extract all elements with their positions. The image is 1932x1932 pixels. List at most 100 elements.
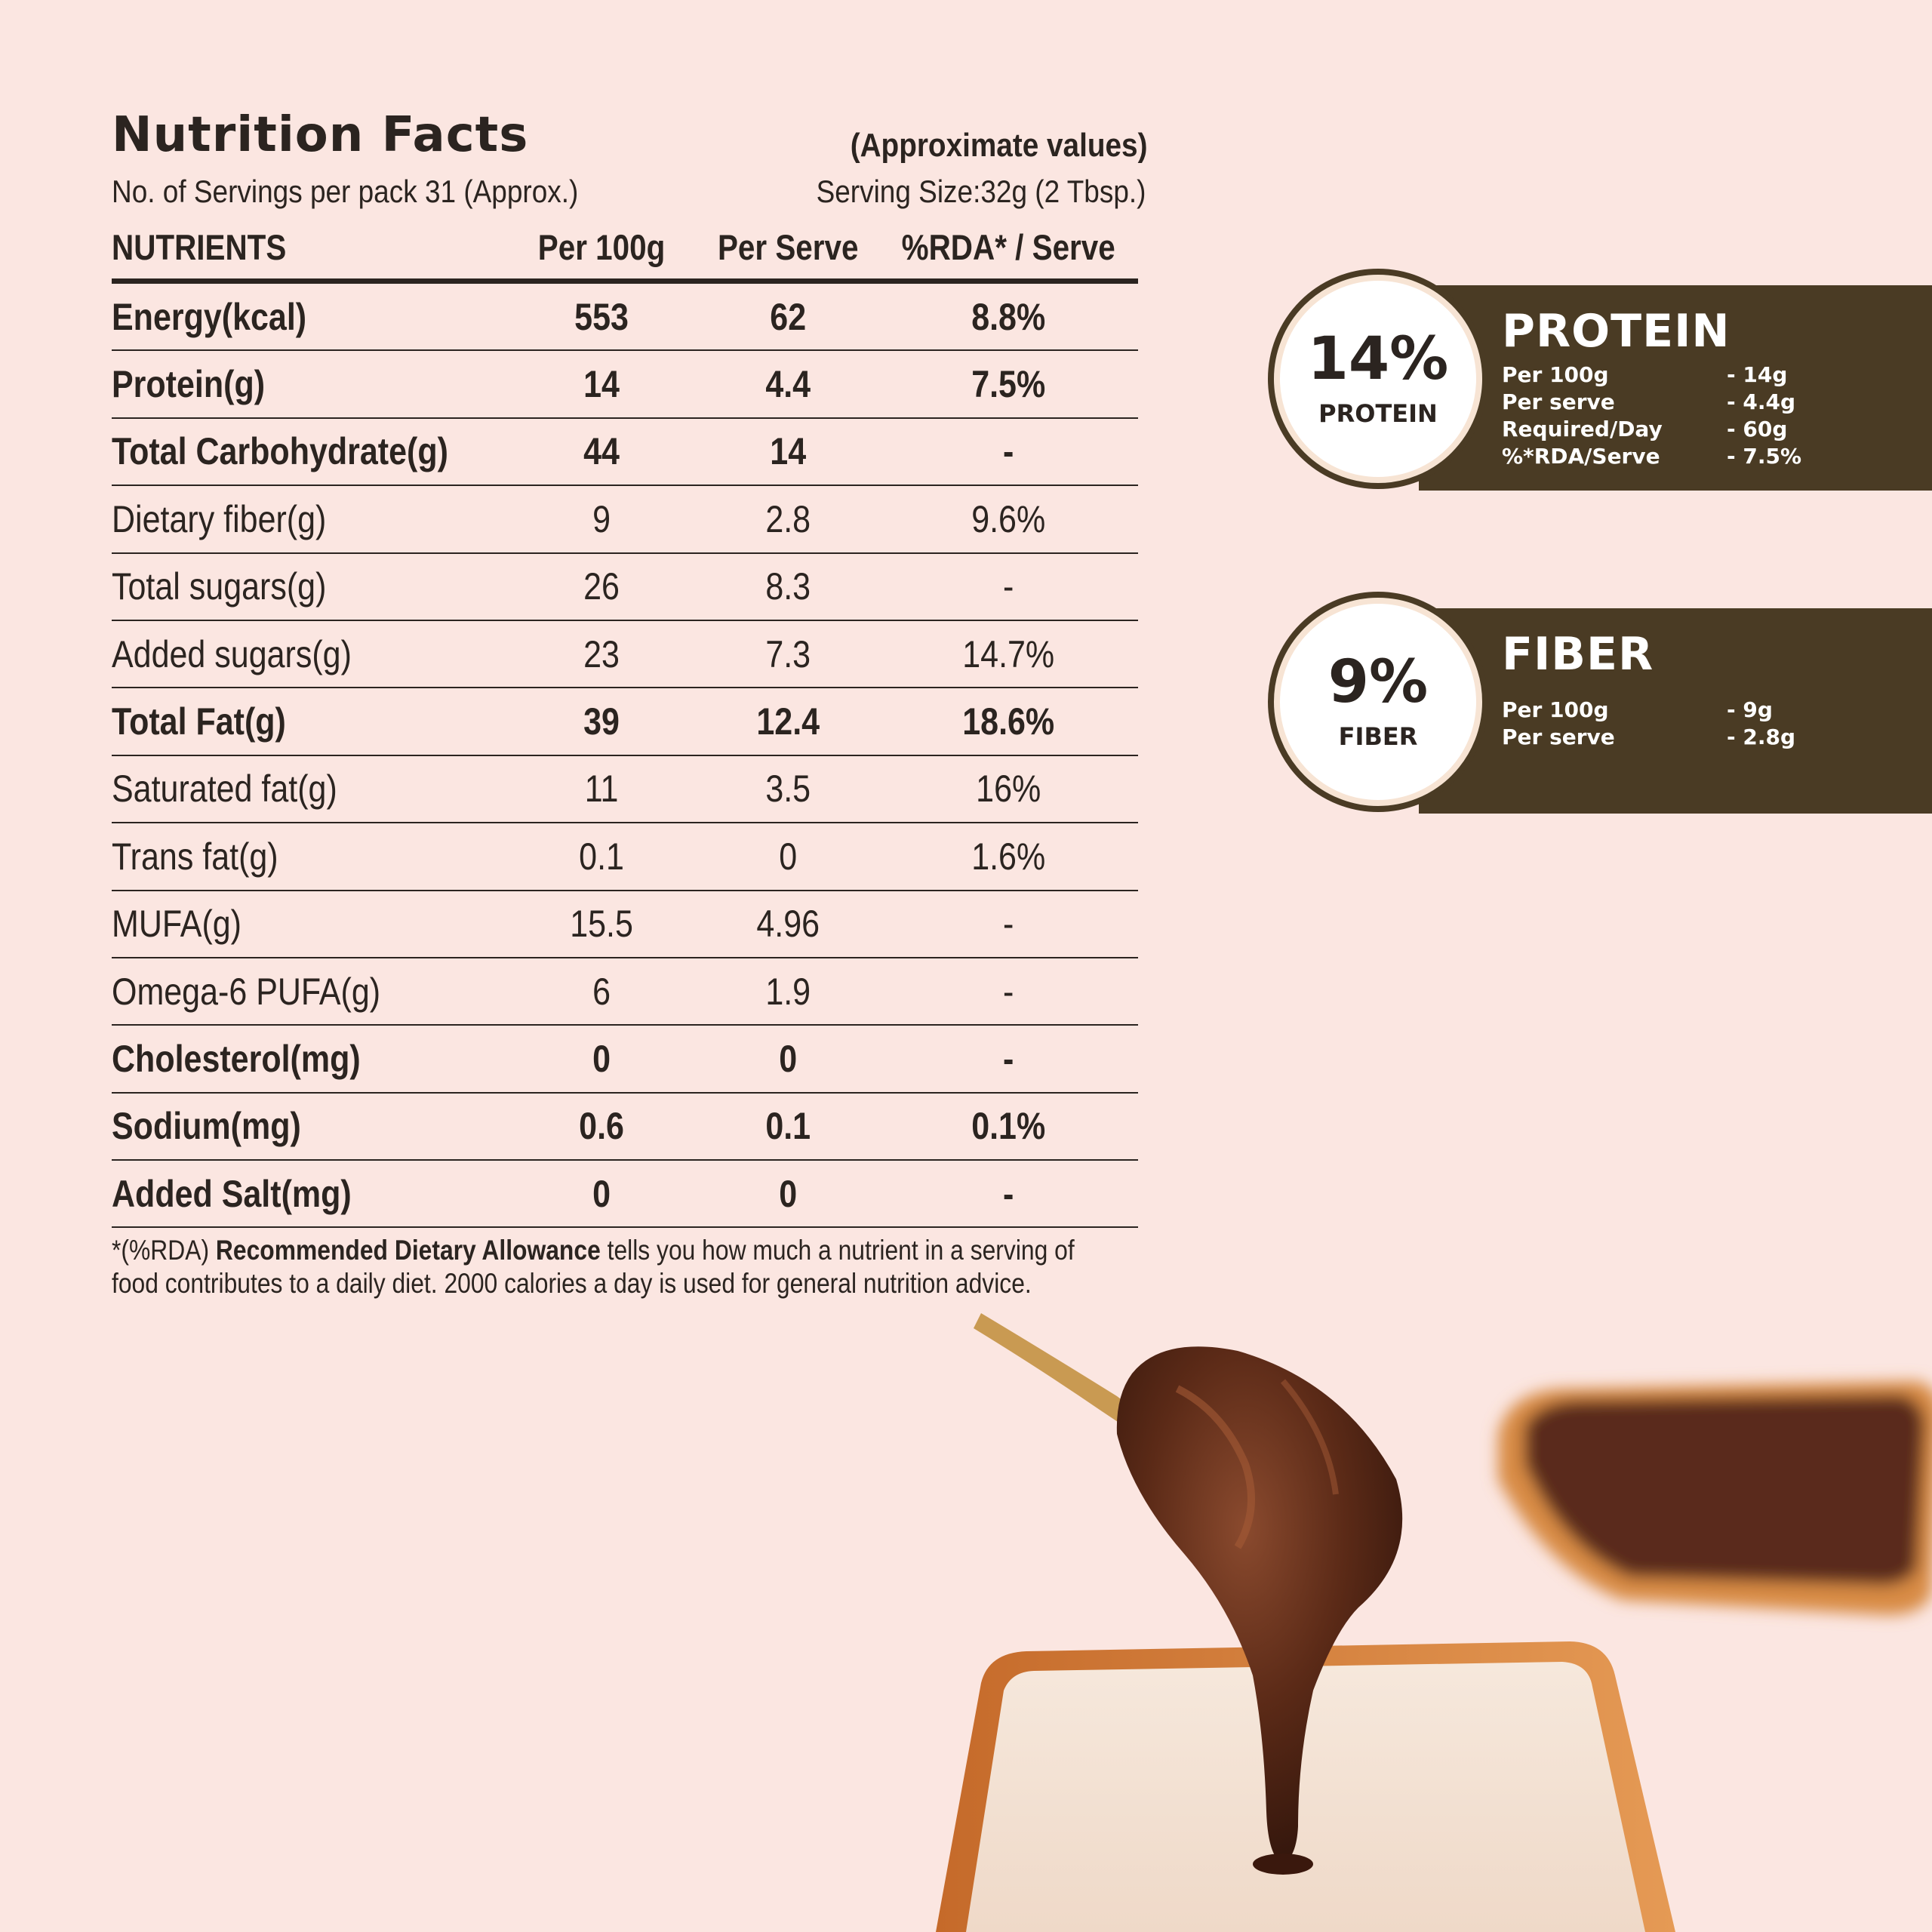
per-100g-value: 0.6 (579, 1105, 624, 1148)
header-per-serve: Per Serve (718, 227, 859, 267)
rda-value: - (1002, 430, 1014, 473)
footnote-bold: Recommended Dietary Allowance (215, 1235, 601, 1266)
bread-slice (936, 1641, 1675, 1932)
rda-value: 0.1% (971, 1105, 1045, 1148)
protein-value: - 4.4g (1727, 389, 1796, 414)
nutrient-name: Cholesterol(mg) (112, 1037, 361, 1080)
nutrient-name: Total Carbohydrate(g) (112, 430, 448, 473)
per-serve-value: 1.9 (765, 970, 811, 1013)
per-100g-value: 39 (583, 700, 620, 743)
rda-value: 8.8% (971, 295, 1045, 338)
rda-value: 1.6% (971, 835, 1045, 878)
header-per-100g: Per 100g (537, 227, 666, 267)
per-100g-value: 11 (584, 768, 619, 811)
nutrient-name: Dietary fiber(g) (112, 497, 327, 540)
servings-per-pack: No. of Servings per pack 31 (Approx.) (112, 174, 579, 209)
nutrient-name: Saturated fat(g) (112, 768, 337, 811)
per-serve-value: 0 (779, 1037, 798, 1080)
nutrition-table: NUTRIENTS Per 100g Per Serve %RDA* / Ser… (112, 216, 1138, 1229)
table-header: NUTRIENTS Per 100g Per Serve %RDA* / Ser… (112, 216, 1138, 284)
per-serve-value: 0.1 (765, 1105, 811, 1148)
per-serve-value: 4.4 (765, 363, 811, 406)
nutrient-name: MUFA(g) (112, 903, 242, 946)
protein-percent: 14% (1307, 325, 1449, 393)
nutrient-name: Trans fat(g) (112, 835, 278, 878)
nutrient-name: Sodium(mg) (112, 1105, 301, 1148)
serving-size: Serving Size:32g (2 Tbsp.) (816, 174, 1146, 209)
per-100g-value: 553 (574, 295, 629, 338)
fiber-heading: FIBER (1502, 628, 1654, 681)
rda-value: - (1002, 1172, 1014, 1215)
table-row: Dietary fiber(g) 9 2.8 9.6% (112, 486, 1138, 554)
protein-key: Required/Day (1502, 417, 1663, 441)
fiber-value: - 9g (1727, 697, 1773, 722)
table-row: Total Carbohydrate(g) 44 14 - (112, 419, 1138, 487)
approximate-values-note: (Approximate values) (850, 127, 1147, 164)
per-100g-value: 0 (592, 1172, 611, 1215)
per-serve-value: 62 (770, 295, 807, 338)
per-100g-value: 14 (583, 363, 620, 406)
per-100g-value: 26 (583, 565, 620, 608)
rda-value: 16% (975, 768, 1041, 811)
protein-label: PROTEIN (1318, 399, 1438, 428)
fiber-band: FIBER Per 100g - 9g Per serve - 2.8g (1419, 608, 1932, 814)
table-row: Energy(kcal) 553 62 8.8% (112, 284, 1138, 352)
fiber-percent: 9% (1327, 648, 1429, 716)
nutrient-name: Total Fat(g) (112, 700, 286, 743)
nutrient-name: Added Salt(mg) (112, 1172, 352, 1215)
per-serve-value: 0 (779, 1172, 798, 1215)
rda-value: - (1002, 903, 1014, 946)
nutrient-name: Total sugars(g) (112, 565, 327, 608)
fiber-key: Per 100g (1502, 697, 1609, 722)
per-serve-value: 8.3 (765, 565, 811, 608)
protein-badge: PROTEIN Per 100g - 14g Per serve - 4.4g Re… (1268, 269, 1932, 495)
per-100g-value: 15.5 (570, 903, 633, 946)
protein-value: - 60g (1727, 417, 1788, 441)
chocolate-drip (1116, 1346, 1403, 1875)
nutrition-facts-title: Nutrition Facts (112, 107, 529, 163)
toast-blurred (1498, 1381, 1932, 1615)
per-100g-value: 9 (592, 497, 611, 540)
table-row: Omega-6 PUFA(g) 6 1.9 - (112, 958, 1138, 1026)
footnote-text: tells you how much a nutrient in a servi… (112, 1235, 1075, 1299)
rda-value: 18.6% (961, 700, 1054, 743)
table-body: Energy(kcal) 553 62 8.8% Protein(g) 14 4.4 7.5%… (112, 284, 1138, 1229)
per-serve-value: 4.96 (756, 903, 820, 946)
fiber-badge: FIBER Per 100g - 9g Per serve - 2.8g 9% FI… (1268, 592, 1932, 818)
per-serve-value: 12.4 (756, 700, 820, 743)
header-rda-serve: %RDA* / Serve (901, 227, 1115, 267)
rda-value: - (1002, 565, 1014, 608)
protein-key: Per 100g (1502, 362, 1609, 387)
rda-value: - (1002, 970, 1014, 1013)
table-row: Trans fat(g) 0.1 0 1.6% (112, 823, 1138, 891)
table-row: Cholesterol(mg) 0 0 - (112, 1026, 1138, 1094)
per-serve-value: 0 (779, 835, 798, 878)
protein-value: - 7.5% (1727, 444, 1802, 469)
table-row: Protein(g) 14 4.4 7.5% (112, 351, 1138, 419)
table-row: Saturated fat(g) 11 3.5 16% (112, 756, 1138, 824)
fiber-label: FIBER (1338, 722, 1418, 751)
per-100g-value: 23 (583, 632, 620, 675)
per-serve-value: 14 (770, 430, 807, 473)
protein-band: PROTEIN Per 100g - 14g Per serve - 4.4g Re… (1419, 285, 1932, 491)
per-serve-value: 2.8 (765, 497, 811, 540)
rda-footnote: *(%RDA) Recommended Dietary Allowance te… (112, 1234, 1085, 1300)
fiber-key: Per serve (1502, 724, 1615, 749)
rda-value: 7.5% (971, 363, 1045, 406)
table-row: Added sugars(g) 23 7.3 14.7% (112, 621, 1138, 689)
nutrient-name: Protein(g) (112, 363, 266, 406)
fiber-value: - 2.8g (1727, 724, 1796, 749)
nutrient-name: Omega-6 PUFA(g) (112, 970, 381, 1013)
protein-circle: 14% PROTEIN (1268, 269, 1488, 489)
protein-heading: PROTEIN (1502, 305, 1730, 358)
table-row: Total Fat(g) 39 12.4 18.6% (112, 688, 1138, 756)
footnote-prefix: *(%RDA) (112, 1235, 216, 1266)
protein-key: %*RDA/Serve (1502, 444, 1660, 469)
nutrient-name: Energy(kcal) (112, 295, 307, 338)
rda-value: - (1002, 1037, 1014, 1080)
table-row: Total sugars(g) 26 8.3 - (112, 554, 1138, 621)
table-row: Added Salt(mg) 0 0 - (112, 1161, 1138, 1229)
per-serve-value: 7.3 (765, 632, 811, 675)
header-nutrients: NUTRIENTS (112, 227, 287, 267)
